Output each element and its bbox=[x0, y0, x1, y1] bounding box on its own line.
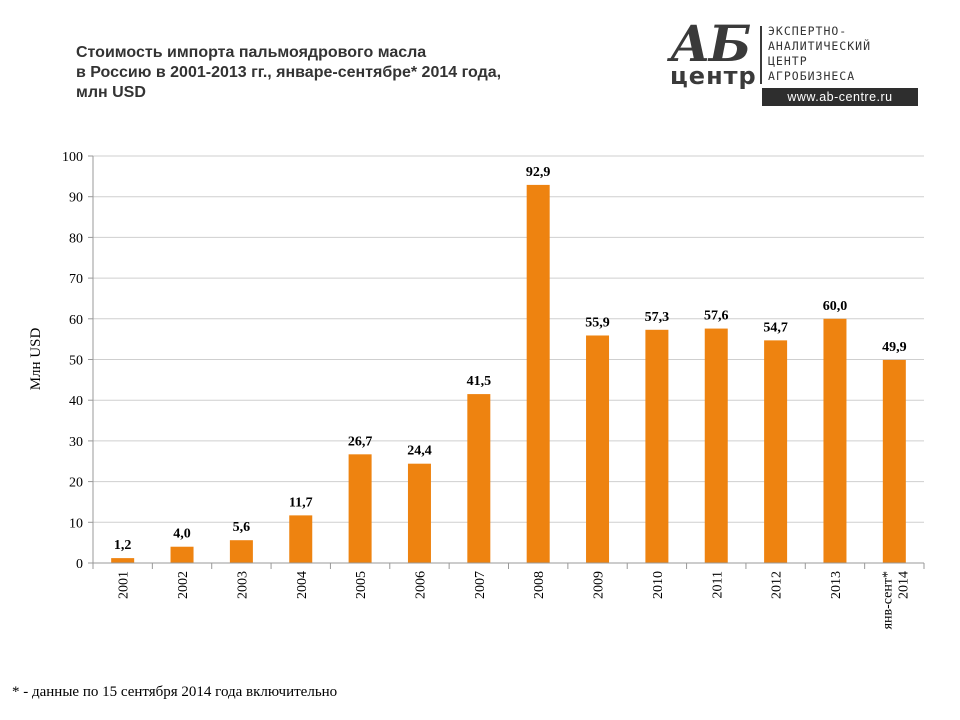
y-axis-title: Млн USD bbox=[28, 328, 44, 391]
x-tick-label: 2007 bbox=[473, 571, 488, 599]
chart-title: Стоимость импорта пальмоядрового масла в… bbox=[76, 43, 636, 103]
bars bbox=[111, 184, 906, 563]
y-tick-label: 80 bbox=[69, 231, 83, 246]
x-tick-label: 2002 bbox=[176, 571, 191, 599]
bar bbox=[586, 335, 610, 563]
data-label: 1,2 bbox=[114, 538, 132, 553]
bar bbox=[645, 329, 669, 563]
logo-mark: АБ bbox=[670, 14, 751, 73]
bar bbox=[348, 454, 372, 563]
x-tick-label: 2003 bbox=[235, 571, 250, 599]
data-label: 60,0 bbox=[823, 299, 848, 314]
logo-text-line: ЦЕНТР bbox=[768, 54, 808, 68]
chart-title-line: Стоимость импорта пальмоядрового масла bbox=[76, 44, 427, 61]
y-tick-label: 50 bbox=[69, 354, 83, 369]
x-tick-label: 2005 bbox=[354, 571, 369, 599]
y-tick-label: 70 bbox=[69, 272, 83, 287]
data-label: 26,7 bbox=[348, 434, 373, 449]
bar bbox=[882, 359, 906, 563]
data-label: 57,3 bbox=[645, 310, 670, 325]
x-tick-label: 2006 bbox=[413, 571, 428, 599]
y-tick-label: 100 bbox=[62, 150, 83, 165]
axes bbox=[92, 156, 924, 564]
y-tick-label: 0 bbox=[76, 557, 83, 572]
x-tick-label-part: 2014 bbox=[896, 571, 911, 599]
logo-url: www.ab-centre.ru bbox=[762, 88, 918, 106]
footnote: * - данные по 15 сентября 2014 года вклю… bbox=[12, 684, 338, 700]
bar bbox=[289, 515, 313, 563]
data-label: 57,6 bbox=[704, 309, 729, 324]
y-tick-label: 10 bbox=[69, 516, 83, 531]
y-tick-label: 40 bbox=[69, 394, 83, 409]
logo-text-line: ЭКСПЕРТНО- bbox=[768, 24, 848, 38]
bar bbox=[229, 540, 253, 563]
bar bbox=[407, 463, 431, 563]
data-label: 41,5 bbox=[467, 374, 492, 389]
gridlines bbox=[93, 155, 924, 523]
data-labels: 1,2 4,0 5,6 11,7 26,7 24,4 41,5 92,9 55,9 57,3 57,… bbox=[114, 165, 907, 553]
data-label: 4,0 bbox=[173, 527, 191, 542]
x-tick-label: 2011 bbox=[710, 571, 725, 598]
logo-wordmark: центр bbox=[670, 62, 757, 90]
chart-title-line: млн USD bbox=[76, 84, 146, 101]
y-axis-ticks: 0 10 20 30 40 50 60 70 80 90 100 bbox=[62, 150, 93, 572]
bar bbox=[170, 546, 194, 563]
data-label: 92,9 bbox=[526, 165, 551, 180]
data-label: 11,7 bbox=[289, 495, 313, 510]
x-tick-label: 2012 bbox=[770, 571, 785, 599]
data-label: 49,9 bbox=[882, 340, 907, 355]
bar bbox=[823, 318, 847, 563]
x-tick-label: 2008 bbox=[532, 571, 547, 599]
bar bbox=[764, 340, 788, 563]
x-tick-label: 2009 bbox=[592, 571, 607, 599]
ab-centre-logo: АБ центр ЭКСПЕРТНО- АНАЛИТИЧЕСКИЙ ЦЕНТР … bbox=[664, 14, 924, 110]
bar bbox=[111, 558, 135, 563]
bar bbox=[467, 394, 491, 563]
data-label: 5,6 bbox=[233, 520, 251, 535]
data-label: 55,9 bbox=[585, 315, 610, 330]
x-tick-label: янв-сент*2014 bbox=[880, 571, 911, 629]
bar bbox=[704, 328, 728, 563]
logo-divider bbox=[760, 26, 762, 84]
y-tick-label: 30 bbox=[69, 435, 83, 450]
data-label: 24,4 bbox=[407, 444, 432, 459]
logo-text-line: АНАЛИТИЧЕСКИЙ bbox=[768, 39, 872, 53]
y-tick-label: 90 bbox=[69, 191, 83, 206]
bar bbox=[526, 184, 550, 563]
x-axis-ticks: 2001 2002 2003 2004 2005 2006 2007 2008 2009 2010… bbox=[92, 563, 925, 629]
x-tick-label: 2013 bbox=[829, 571, 844, 599]
chart-title-line: в Россию в 2001-2013 гг., январе-сентябр… bbox=[76, 64, 502, 81]
logo-text: ЭКСПЕРТНО- АНАЛИТИЧЕСКИЙ ЦЕНТР АГРОБИЗНЕ… bbox=[768, 24, 871, 84]
x-tick-label: 2010 bbox=[651, 571, 666, 599]
y-tick-label: 20 bbox=[69, 476, 83, 491]
x-tick-label: 2004 bbox=[295, 571, 310, 599]
x-tick-label: 2001 bbox=[117, 571, 132, 599]
y-tick-label: 60 bbox=[69, 313, 83, 328]
logo-text-line: АГРОБИЗНЕСА bbox=[768, 69, 856, 83]
data-label: 54,7 bbox=[763, 320, 788, 335]
x-tick-label-part: янв-сент* bbox=[880, 571, 895, 629]
